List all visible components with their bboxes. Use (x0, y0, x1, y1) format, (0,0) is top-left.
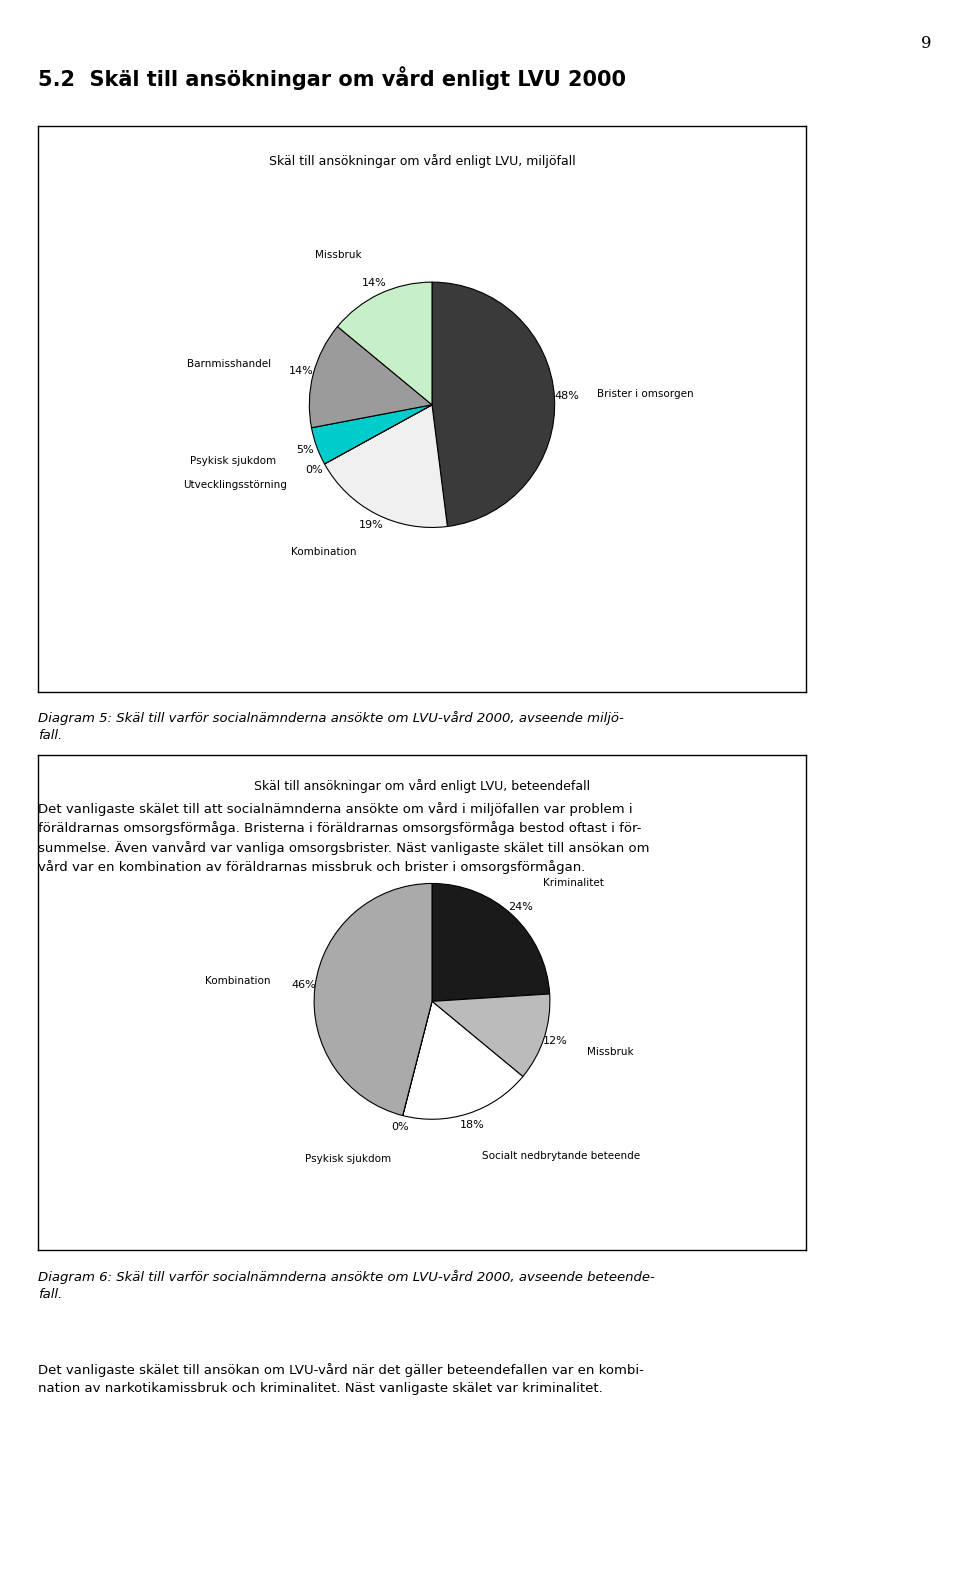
Text: Socialt nedbrytande beteende: Socialt nedbrytande beteende (482, 1151, 640, 1162)
Text: 0%: 0% (305, 465, 323, 475)
Text: 0%: 0% (391, 1122, 409, 1132)
Wedge shape (314, 883, 432, 1116)
Text: 5%: 5% (297, 445, 314, 456)
Wedge shape (432, 994, 550, 1077)
Text: Diagram 6: Skäl till varför socialnämnderna ansökte om LVU-vård 2000, avseende b: Diagram 6: Skäl till varför socialnämnde… (38, 1270, 655, 1302)
Text: 5.2  Skäl till ansökningar om vård enligt LVU 2000: 5.2 Skäl till ansökningar om vård enligt… (38, 66, 626, 90)
Text: Kombination: Kombination (205, 976, 271, 986)
Wedge shape (309, 327, 432, 428)
Text: Skäl till ansökningar om vård enligt LVU, beteendefall: Skäl till ansökningar om vård enligt LVU… (254, 780, 590, 794)
Wedge shape (338, 281, 432, 404)
Text: Psykisk sjukdom: Psykisk sjukdom (190, 456, 276, 465)
Text: Utvecklingsstörning: Utvecklingsstörning (183, 479, 287, 489)
Wedge shape (311, 404, 432, 464)
Text: Kombination: Kombination (291, 547, 357, 558)
Wedge shape (402, 1001, 432, 1116)
Text: Kriminalitet: Kriminalitet (543, 877, 604, 888)
Text: Psykisk sjukdom: Psykisk sjukdom (305, 1154, 392, 1163)
Text: Brister i omsorgen: Brister i omsorgen (597, 390, 694, 399)
Wedge shape (432, 883, 550, 1001)
Text: Skäl till ansökningar om vård enligt LVU, miljöfall: Skäl till ansökningar om vård enligt LVU… (269, 154, 576, 168)
Text: 19%: 19% (358, 520, 383, 530)
Text: 14%: 14% (289, 366, 314, 376)
Wedge shape (432, 281, 555, 527)
Text: 14%: 14% (362, 278, 387, 288)
Text: 12%: 12% (543, 1036, 567, 1047)
Text: 24%: 24% (509, 902, 533, 912)
Text: 46%: 46% (291, 979, 316, 990)
Text: Det vanligaste skälet till ansökan om LVU-vård när det gäller beteendefallen var: Det vanligaste skälet till ansökan om LV… (38, 1363, 644, 1394)
Text: Missbruk: Missbruk (315, 250, 362, 259)
Text: 9: 9 (921, 35, 931, 52)
Wedge shape (402, 1001, 523, 1119)
Wedge shape (324, 404, 447, 528)
Text: 48%: 48% (554, 391, 579, 401)
Text: Missbruk: Missbruk (587, 1047, 634, 1056)
Wedge shape (324, 404, 432, 464)
Text: 18%: 18% (460, 1119, 485, 1130)
Text: Diagram 5: Skäl till varför socialnämnderna ansökte om LVU-vård 2000, avseende m: Diagram 5: Skäl till varför socialnämnde… (38, 711, 624, 742)
Text: Barnmisshandel: Barnmisshandel (187, 358, 272, 368)
Text: Det vanligaste skälet till att socialnämnderna ansökte om vård i miljöfallen var: Det vanligaste skälet till att socialnäm… (38, 802, 650, 874)
